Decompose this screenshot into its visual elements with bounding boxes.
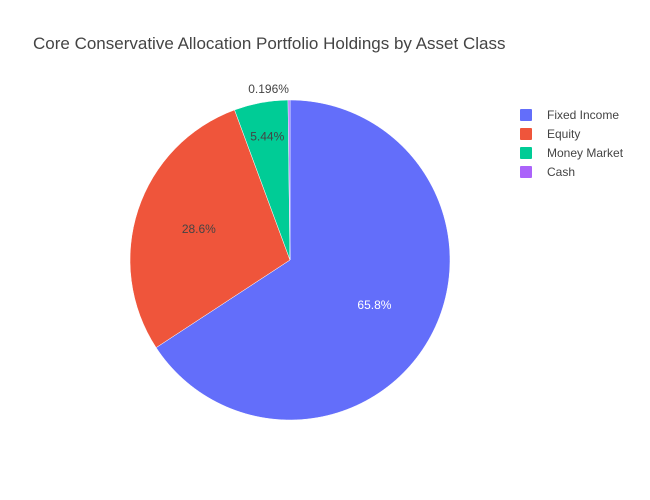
- slice-label-fixed-income: 65.8%: [357, 298, 391, 312]
- legend-label: Money Market: [547, 145, 624, 160]
- legend-item-equity[interactable]: Equity: [520, 124, 623, 143]
- slice-label-cash: 0.196%: [248, 82, 289, 96]
- slice-label-money-market: 5.44%: [250, 129, 284, 143]
- chart-title: Core Conservative Allocation Portfolio H…: [33, 34, 506, 53]
- legend-item-money-market[interactable]: Money Market: [520, 143, 623, 162]
- legend-swatch: [520, 108, 532, 121]
- legend-item-fixed-income[interactable]: Fixed Income: [520, 105, 623, 124]
- pie-slices: [129, 99, 451, 421]
- legend-label: Cash: [547, 164, 576, 179]
- legend-swatch: [520, 127, 532, 140]
- legend-swatch: [520, 165, 532, 178]
- pie-labels: 65.8% 28.6% 5.44% 0.196%: [182, 82, 392, 312]
- pie-slice-cash[interactable]: [287, 99, 291, 261]
- legend-label: Equity: [547, 126, 581, 141]
- legend-item-cash[interactable]: Cash: [520, 162, 623, 181]
- legend: Fixed Income Equity Money Market Cash: [520, 105, 623, 181]
- slice-label-equity: 28.6%: [182, 222, 216, 236]
- legend-label: Fixed Income: [547, 107, 620, 122]
- legend-swatch: [520, 146, 532, 159]
- pie-slice-fixed-income[interactable]: [155, 99, 451, 421]
- pie-slice-equity[interactable]: [129, 109, 291, 348]
